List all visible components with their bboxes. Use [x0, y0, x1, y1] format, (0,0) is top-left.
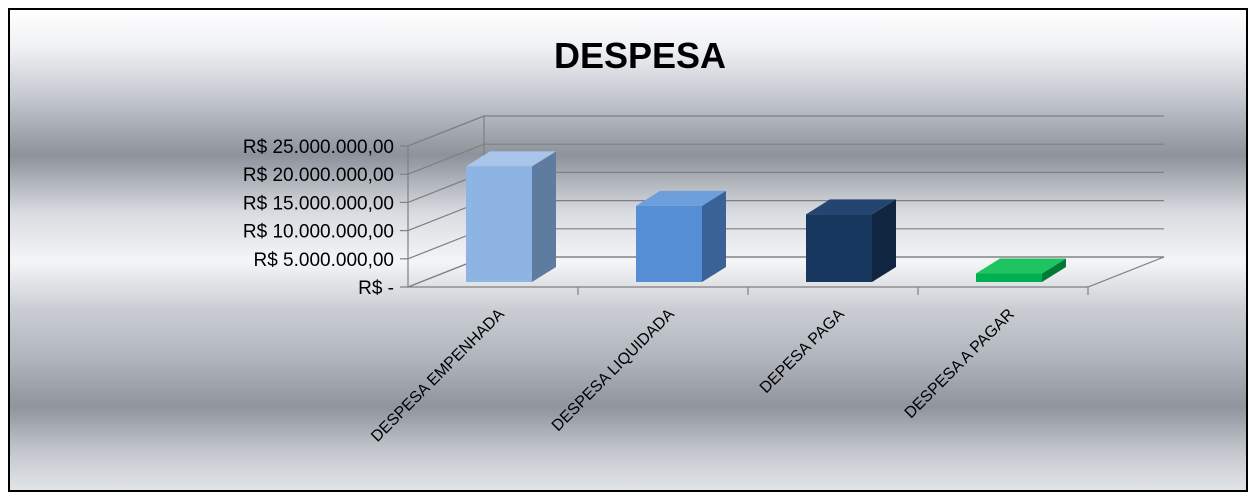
bar [806, 199, 896, 282]
y-tick-label: R$ 15.000.000,00 [243, 193, 394, 214]
y-tick-label: R$ - [358, 278, 394, 299]
bar-front [806, 214, 872, 282]
chart-frame: DESPESA R$ - R$ 5.000.000,00 R$ 10.000.000… [8, 8, 1248, 492]
gridline [407, 143, 1164, 175]
bar [636, 190, 726, 282]
y-tick-label: R$ 10.000.000,00 [243, 222, 394, 243]
bar-top [466, 151, 556, 167]
bar-front [466, 166, 532, 282]
y-tick-label: R$ 20.000.000,00 [243, 165, 394, 186]
chart-bars [466, 151, 1066, 282]
chart-canvas: DESPESA R$ - R$ 5.000.000,00 R$ 10.000.000… [10, 10, 1246, 490]
y-tick-label: R$ 5.000.000,00 [253, 250, 394, 271]
bar-side [1042, 258, 1066, 282]
bar-top [976, 258, 1066, 274]
gridline [407, 115, 1164, 147]
y-tick-label: R$ 25.000.000,00 [243, 137, 394, 158]
bar-front [636, 205, 702, 282]
bar [466, 151, 556, 282]
chart-background [10, 10, 1246, 490]
bar [976, 258, 1066, 282]
bar-side [532, 151, 556, 282]
bar-side [702, 190, 726, 282]
bar-side [872, 199, 896, 282]
y-axis-ticks: R$ - R$ 5.000.000,00 R$ 10.000.000,00 R$ 15… [243, 137, 408, 299]
chart-title: DESPESA [554, 35, 726, 76]
bar-front [976, 273, 1042, 282]
bar-top [636, 190, 726, 206]
bar-top [806, 199, 896, 215]
